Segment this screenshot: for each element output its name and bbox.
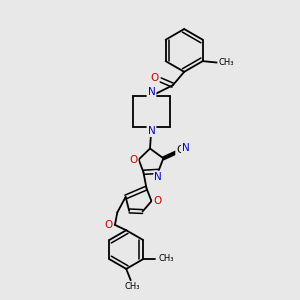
- Text: O: O: [129, 154, 137, 164]
- Text: CH₃: CH₃: [124, 282, 140, 291]
- Text: N: N: [154, 172, 162, 182]
- Text: CH₃: CH₃: [158, 254, 174, 263]
- Text: O: O: [153, 196, 162, 206]
- Text: O: O: [104, 220, 112, 230]
- Text: O: O: [150, 74, 159, 83]
- Text: N: N: [148, 87, 155, 97]
- Text: CH₃: CH₃: [218, 58, 234, 67]
- Text: N: N: [148, 126, 155, 136]
- Text: C: C: [176, 145, 184, 155]
- Text: N: N: [182, 143, 190, 153]
